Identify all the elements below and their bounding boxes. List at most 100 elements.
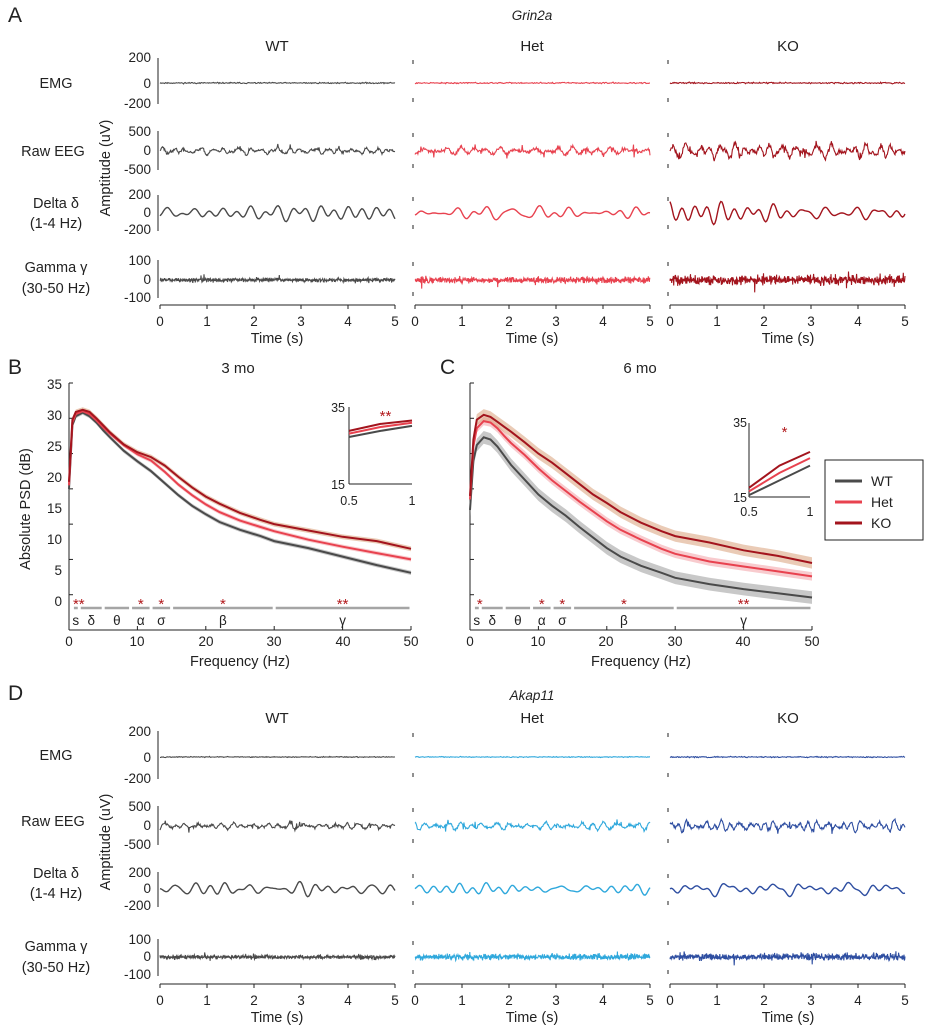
tick-label: -200: [124, 96, 151, 111]
trace-delta-ko: [669, 881, 906, 898]
tick-label: 4: [854, 993, 862, 1008]
trace-gamma-ko: [669, 951, 906, 966]
tick-label: 1: [203, 314, 211, 329]
significance-stars-5: *: [621, 596, 627, 613]
band-label-0: s: [473, 613, 480, 628]
tick-label: 4: [599, 314, 607, 329]
tick-label: 5: [901, 993, 909, 1008]
x-axis-label-time-a-het: Time (s): [506, 331, 559, 347]
band-label-5: β: [219, 613, 227, 628]
tick-label: 0: [143, 750, 151, 765]
y-axis-label-amplitude-d: Amptitude (uV): [98, 794, 114, 891]
tick-label: 0: [466, 634, 474, 649]
tick-label: 500: [128, 799, 151, 814]
tick-label: -200: [124, 771, 151, 786]
panel-label-b: B: [8, 356, 22, 379]
tick-label: 0: [411, 993, 419, 1008]
tick-label: 0: [143, 143, 151, 158]
tick-label: 100: [128, 932, 151, 947]
band-label-1: δ: [488, 613, 496, 628]
tick-label: 0: [65, 634, 73, 649]
tick-label: 0: [143, 818, 151, 833]
tick-label: 5: [391, 314, 399, 329]
psd-line-wt: [469, 436, 813, 599]
significance-stars-3: *: [138, 596, 144, 613]
tick-label: 1: [203, 993, 211, 1008]
row-label-gamma-d: Gamma γ: [25, 939, 89, 955]
tick-label: 2: [505, 314, 513, 329]
tick-label: 20: [598, 634, 613, 649]
tick-label: -200: [124, 898, 151, 913]
tick-label: 5: [391, 993, 399, 1008]
trace-raw-het: [414, 819, 651, 833]
band-label-3: α: [137, 613, 145, 628]
chart-marks: s**δ θ α*σ*β*γ****s*δ θ α*σ*β*γ***: [68, 58, 906, 988]
trace-emg-wt: [159, 81, 396, 85]
tick-label: -200: [124, 222, 151, 237]
trace-raw-ko: [669, 817, 906, 834]
inset-line-ko: [348, 419, 413, 432]
error-band-wt: [470, 431, 812, 604]
tick-label: 200: [128, 724, 151, 739]
y-ticks-a: 200 0 -200 500 0 -500 200 0 -200 100 0 -…: [124, 50, 151, 305]
tick-label: 15: [733, 491, 747, 505]
tick-label: 4: [344, 314, 352, 329]
tick-label: 2: [250, 993, 258, 1008]
tick-label: -100: [124, 967, 151, 982]
inset-ticks-b: 35 15 0.5 1: [331, 401, 415, 508]
column-title-wt-a: WT: [265, 38, 288, 55]
y-axis-label-psd: Absolute PSD (dB): [18, 448, 34, 570]
significance-stars-0: **: [73, 596, 85, 613]
row-label-gamma-range-d: (30-50 Hz): [22, 960, 91, 976]
x-axis-label-time-d-ko: Time (s): [762, 1010, 815, 1026]
gene-title-akap11: Akap11: [509, 688, 555, 703]
tick-label: 15: [47, 501, 62, 516]
row-label-raw-eeg-a: Raw EEG: [21, 144, 85, 160]
tick-label: 30: [266, 634, 281, 649]
tick-label: 5: [646, 993, 654, 1008]
psd-line-het: [68, 410, 412, 561]
x-axis-label-time-a-ko: Time (s): [762, 331, 815, 347]
tick-label: 10: [47, 532, 62, 547]
legend-box: [824, 459, 924, 541]
row-label-emg-d: EMG: [39, 748, 72, 764]
x-ticks-psd: 0 10 20 30 40 50 0 10 20 30 40 50: [65, 634, 819, 649]
column-title-het-a: Het: [520, 38, 544, 55]
tick-label: 2: [505, 993, 513, 1008]
tick-label: 0.5: [740, 505, 757, 519]
band-label-4: σ: [157, 613, 166, 628]
column-title-ko-d: KO: [777, 710, 799, 727]
tick-label: 0: [143, 881, 151, 896]
trace-emg-het: [414, 81, 650, 85]
trace-emg-het: [414, 755, 651, 759]
trace-raw-het: [414, 143, 651, 159]
tick-label: 40: [335, 634, 350, 649]
significance-stars-0: *: [477, 596, 483, 613]
column-title-het-d: Het: [520, 710, 544, 727]
band-label-6: γ: [740, 613, 747, 628]
tick-label: 0: [143, 205, 151, 220]
row-label-delta-range-d: (1-4 Hz): [30, 886, 82, 902]
tick-label: 30: [667, 634, 682, 649]
tick-label: 1: [713, 993, 721, 1008]
error-band-het: [470, 416, 812, 581]
tick-label: 0: [54, 594, 62, 609]
tick-label: 3: [552, 314, 560, 329]
band-label-6: γ: [339, 613, 346, 628]
tick-label: 15: [331, 478, 345, 492]
tick-label: 1: [458, 993, 466, 1008]
tick-label: 3: [552, 993, 560, 1008]
trace-delta-het: [414, 205, 651, 221]
tick-label: 50: [403, 634, 418, 649]
band-label-1: δ: [87, 613, 95, 628]
x-axis-label-frequency-c: Frequency (Hz): [591, 654, 691, 670]
psd-line-ko: [68, 408, 412, 550]
x-axis-label-frequency-b: Frequency (Hz): [190, 654, 290, 670]
tick-label: -500: [124, 162, 151, 177]
x-axis-label-time-d-wt: Time (s): [251, 1010, 304, 1026]
tick-label: 200: [128, 50, 151, 65]
row-label-delta-range-a: (1-4 Hz): [30, 216, 82, 232]
trace-gamma-het: [414, 275, 651, 289]
y-ticks-b: 35 30 25 20 15 10 5 0: [47, 377, 62, 609]
tick-label: 35: [47, 377, 62, 392]
